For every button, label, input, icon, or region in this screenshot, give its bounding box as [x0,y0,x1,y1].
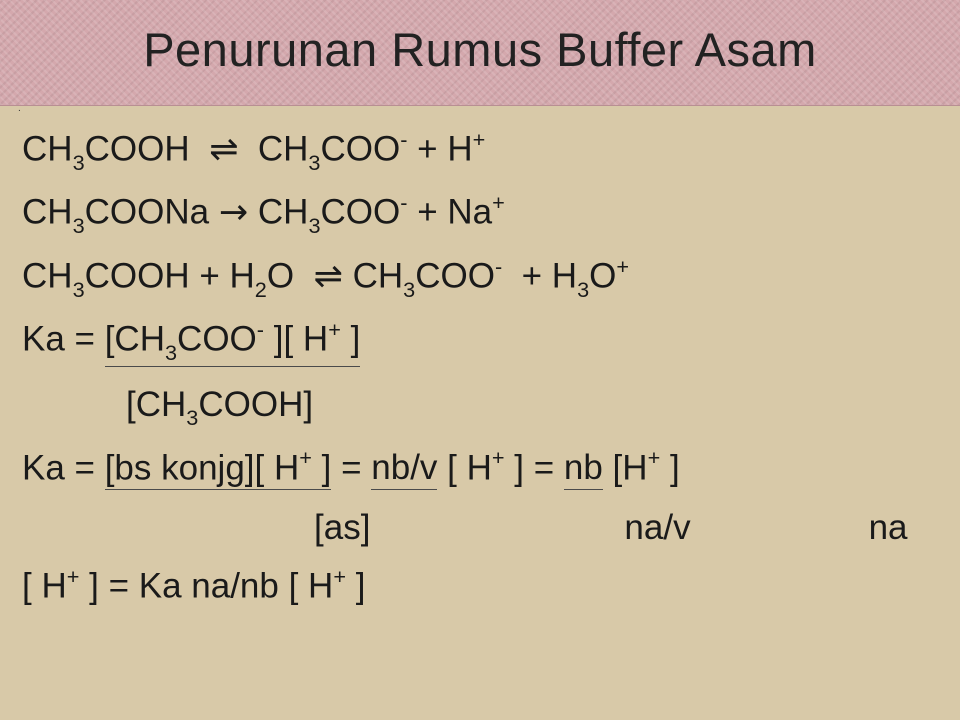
equilibrium-arrow-icon: ⇌ [314,257,343,297]
fraction-bar: [CH3COO- ][ H+ ] [105,320,361,366]
fraction-bar: [bs konjg][ H+ ] [105,449,332,490]
right-arrow-icon: → [219,193,248,233]
ka-expression-2-denominator: [as]na/vna [22,510,938,547]
ka-expression-2-numerator: Ka = [bs konjg][ H+ ] = nb/v [ H+ ] = nb… [22,449,938,490]
ka-expression-1-numerator: Ka = [CH3COO- ][ H+ ] [22,320,938,366]
slide: Penurunan Rumus Buffer Asam . CH3COOH ⇌ … [0,0,960,720]
equation-2: CH3COONa → CH3COO- + Na+ [22,193,938,236]
final-expression: [ H+ ] = Ka na/nb [ H+ ] [22,567,938,605]
content-area: CH3COOH ⇌ CH3COO- + H+ CH3COONa → CH3COO… [0,112,960,605]
slide-title: Penurunan Rumus Buffer Asam [20,22,940,77]
fraction-bar: nb [564,450,603,490]
equilibrium-arrow-icon: ⇌ [209,130,238,170]
fraction-bar: nb/v [371,450,437,490]
ka-expression-1-denominator: [CH3COOH] [22,387,938,429]
equation-1: CH3COOH ⇌ CH3COO- + H+ [22,130,938,173]
title-band: Penurunan Rumus Buffer Asam [0,0,960,106]
equation-3: CH3COOH + H2O ⇌ CH3COO- + H3O+ [22,257,938,300]
